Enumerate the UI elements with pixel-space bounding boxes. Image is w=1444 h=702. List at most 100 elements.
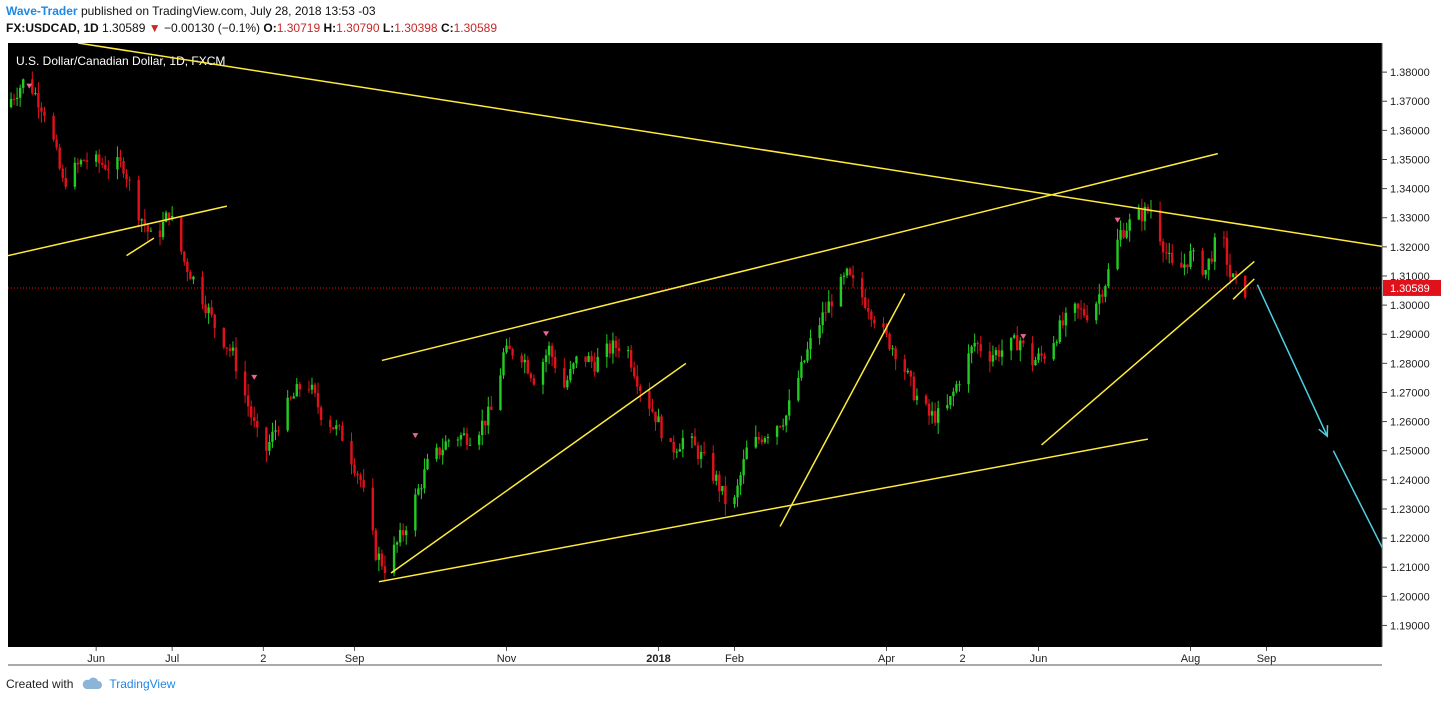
candle-body xyxy=(596,356,599,372)
footer: Created with TradingView xyxy=(6,677,175,691)
candle-body xyxy=(587,355,590,362)
candle-body xyxy=(64,178,67,187)
candle-body xyxy=(9,98,13,108)
candle-body xyxy=(332,427,335,430)
trend-line[interactable] xyxy=(390,362,687,574)
candle-body xyxy=(52,115,55,140)
candle-body xyxy=(12,98,16,100)
candle-body xyxy=(678,449,682,452)
candle-body xyxy=(511,349,514,356)
projection-arrow[interactable] xyxy=(1332,450,1421,626)
candle-body xyxy=(313,384,317,394)
candle-body xyxy=(651,408,654,412)
candle-body xyxy=(204,304,207,314)
trend-line[interactable] xyxy=(779,293,906,527)
candle-body xyxy=(383,566,387,574)
candle-body xyxy=(1076,303,1080,309)
candle-body xyxy=(356,473,359,476)
candle-body xyxy=(292,396,295,399)
candle-body xyxy=(459,434,463,440)
candle-body xyxy=(797,377,800,401)
candle-body xyxy=(18,87,22,98)
trend-line[interactable] xyxy=(77,43,1385,248)
candle-body xyxy=(97,154,101,164)
candle-body xyxy=(1183,264,1186,268)
trend-line[interactable] xyxy=(126,237,155,257)
candle-body xyxy=(885,327,888,334)
y-tick-label: 1.26000 xyxy=(1390,417,1430,429)
candle-body xyxy=(435,447,438,459)
candle-body xyxy=(183,251,186,262)
candle-body xyxy=(462,433,466,435)
candle-body xyxy=(94,154,98,162)
y-tick-label: 1.22000 xyxy=(1390,533,1430,545)
candle-body xyxy=(867,308,870,312)
candle-body xyxy=(161,221,165,238)
candle-body xyxy=(888,333,891,349)
candle-body xyxy=(1104,286,1107,297)
candle-body xyxy=(249,406,253,418)
trend-line[interactable] xyxy=(381,152,1219,362)
price-change: −0.00130 (−0.1%) xyxy=(163,21,261,35)
candle-body xyxy=(395,542,399,545)
candle-body xyxy=(1228,264,1232,278)
candle-body xyxy=(979,344,982,352)
down-arrow-icon: ▼ xyxy=(148,21,161,35)
candle-body xyxy=(228,348,232,351)
candle-body xyxy=(359,475,362,480)
candle-body xyxy=(1204,269,1207,275)
chart-panel[interactable] xyxy=(8,43,1382,647)
price-chart[interactable]: U.S. Dollar/Canadian Dollar, 1D, FXCM1.3… xyxy=(0,0,1444,670)
candle-body xyxy=(119,157,122,161)
candle-body xyxy=(611,340,615,354)
candle-body xyxy=(851,274,855,279)
author-link[interactable]: Wave-Trader xyxy=(6,4,78,18)
candle-body xyxy=(1119,230,1122,240)
candle-body xyxy=(487,406,490,426)
candle-body xyxy=(715,474,718,481)
candle-body xyxy=(1180,262,1183,268)
candle-body xyxy=(1225,237,1229,265)
candle-body xyxy=(1055,341,1058,344)
candle-body xyxy=(1037,353,1040,361)
x-tick-label: Sep xyxy=(1257,653,1277,665)
candle-body xyxy=(79,160,83,165)
candle-body xyxy=(590,355,593,362)
trend-line[interactable] xyxy=(378,438,1149,583)
candle-body xyxy=(763,438,767,443)
tradingview-link[interactable]: TradingView xyxy=(109,677,176,691)
trend-line[interactable] xyxy=(1232,278,1255,300)
candle-body xyxy=(526,359,530,374)
candle-body xyxy=(970,346,973,354)
projection-arrow[interactable] xyxy=(1256,284,1328,437)
candle-body xyxy=(927,403,931,416)
candle-body xyxy=(234,347,238,372)
candle-body xyxy=(800,362,803,378)
candle-body xyxy=(189,271,192,280)
candle-body xyxy=(572,363,575,369)
candle-body xyxy=(532,378,536,385)
candle-body xyxy=(654,411,657,423)
candle-body xyxy=(870,311,873,320)
candle-body xyxy=(839,276,843,307)
candle-body xyxy=(392,544,396,574)
trend-line[interactable] xyxy=(8,205,228,257)
candle-body xyxy=(757,436,761,440)
candle-body xyxy=(213,314,216,328)
candle-body xyxy=(912,376,916,401)
y-tick-label: 1.29000 xyxy=(1390,329,1430,341)
x-tick-label: Aug xyxy=(1181,653,1201,665)
candle-body xyxy=(371,487,374,531)
candle-body xyxy=(1107,269,1110,287)
candle-body xyxy=(420,488,423,490)
candle-body xyxy=(681,437,685,450)
candle-body xyxy=(1161,241,1165,253)
candle-body xyxy=(253,417,256,421)
candle-body xyxy=(803,360,806,363)
trend-line[interactable] xyxy=(1041,260,1255,446)
candle-body xyxy=(43,111,46,116)
candle-body xyxy=(909,370,913,377)
candle-body xyxy=(566,380,569,388)
candle-body xyxy=(107,169,110,171)
candle-body xyxy=(456,439,460,441)
